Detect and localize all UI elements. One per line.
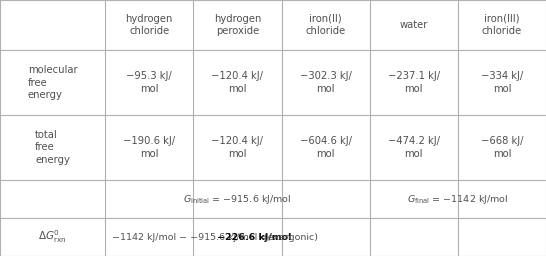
- Text: $\Delta G^0_{\mathrm{rxn}}$: $\Delta G^0_{\mathrm{rxn}}$: [38, 229, 67, 246]
- Text: −334 kJ/
mol: −334 kJ/ mol: [481, 71, 523, 94]
- Text: iron(II)
chloride: iron(II) chloride: [305, 14, 346, 36]
- Text: −237.1 kJ/
mol: −237.1 kJ/ mol: [388, 71, 440, 94]
- Text: total
free
energy: total free energy: [35, 130, 70, 165]
- Text: −190.6 kJ/
mol: −190.6 kJ/ mol: [123, 136, 175, 159]
- Text: −226.6 kJ/mol: −226.6 kJ/mol: [217, 232, 291, 241]
- Text: −95.3 kJ/
mol: −95.3 kJ/ mol: [126, 71, 172, 94]
- Text: (exergonic): (exergonic): [260, 232, 318, 241]
- Text: iron(III)
chloride: iron(III) chloride: [482, 14, 522, 36]
- Text: hydrogen
chloride: hydrogen chloride: [126, 14, 173, 36]
- Text: $G_{\mathrm{initial}}$ = −915.6 kJ/mol: $G_{\mathrm{initial}}$ = −915.6 kJ/mol: [183, 193, 292, 206]
- Text: hydrogen
peroxide: hydrogen peroxide: [213, 14, 261, 36]
- Text: $G_{\mathrm{final}}$ = −1142 kJ/mol: $G_{\mathrm{final}}$ = −1142 kJ/mol: [407, 193, 508, 206]
- Text: −120.4 kJ/
mol: −120.4 kJ/ mol: [211, 71, 263, 94]
- Text: −474.2 kJ/
mol: −474.2 kJ/ mol: [388, 136, 440, 159]
- Text: −668 kJ/
mol: −668 kJ/ mol: [480, 136, 523, 159]
- Text: −120.4 kJ/
mol: −120.4 kJ/ mol: [211, 136, 263, 159]
- Text: −604.6 kJ/
mol: −604.6 kJ/ mol: [300, 136, 352, 159]
- Text: water: water: [400, 20, 428, 30]
- Text: −1142 kJ/mol − −915.6 kJ/mol =: −1142 kJ/mol − −915.6 kJ/mol =: [112, 232, 271, 241]
- Text: −302.3 kJ/
mol: −302.3 kJ/ mol: [300, 71, 352, 94]
- Text: molecular
free
energy: molecular free energy: [28, 65, 78, 100]
